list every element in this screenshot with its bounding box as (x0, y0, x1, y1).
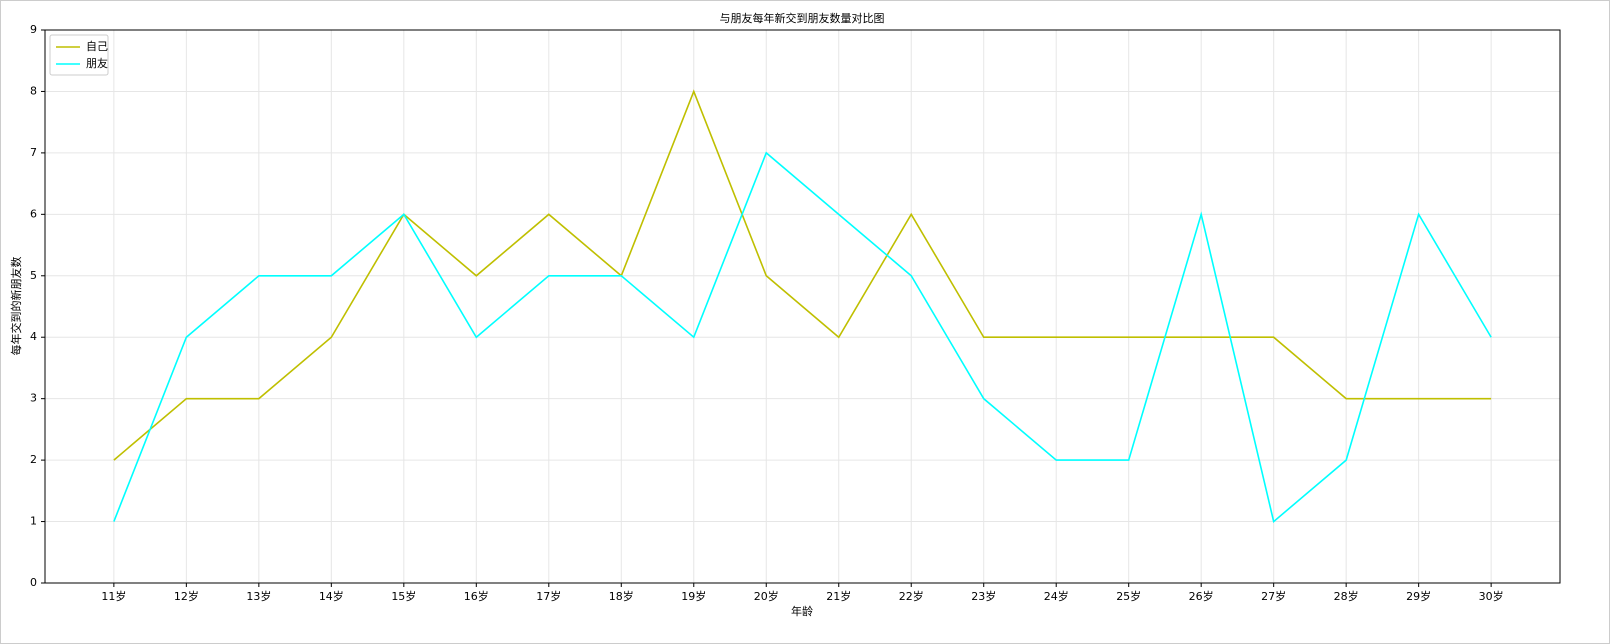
plot-frame (44, 29, 1561, 584)
x-tick-label: 12岁 (174, 589, 199, 603)
x-tick-label: 11岁 (101, 589, 126, 603)
x-tick-label: 13岁 (246, 589, 271, 603)
x-tick-label: 25岁 (1116, 589, 1141, 603)
x-tick-label: 26岁 (1189, 589, 1214, 603)
y-axis-label: 每年交到的新朋友数 (9, 257, 23, 356)
legend-box (49, 34, 109, 76)
y-tick-label: 6 (30, 207, 37, 220)
chart-title: 与朋友每年新交到朋友数量对比图 (720, 11, 885, 25)
y-tick-label: 2 (30, 453, 37, 466)
x-tick-label: 15岁 (391, 589, 416, 603)
legend-label: 朋友 (86, 56, 108, 70)
x-tick-label: 24岁 (1044, 589, 1069, 603)
y-tick-label: 5 (30, 269, 37, 282)
y-tick-label: 9 (30, 23, 37, 36)
y-tick-label: 0 (30, 576, 37, 589)
legend-label: 自己 (86, 40, 108, 53)
x-tick-label: 17岁 (536, 589, 561, 603)
y-tick-label: 1 (30, 515, 37, 528)
x-tick-label: 29岁 (1406, 589, 1431, 603)
x-tick-label: 22岁 (899, 589, 924, 603)
x-tick-label: 18岁 (609, 589, 634, 603)
line-series (113, 151, 1492, 524)
x-tick-label: 14岁 (319, 589, 344, 603)
x-tick-label: 19岁 (681, 589, 706, 603)
x-tick-label: 27岁 (1261, 589, 1286, 603)
y-tick-label: 4 (30, 330, 37, 343)
y-tick-label: 8 (30, 84, 37, 97)
y-tick-label: 3 (30, 392, 37, 405)
line-series (113, 89, 1492, 461)
x-tick-label: 16岁 (464, 589, 489, 603)
x-tick-label: 30岁 (1479, 589, 1504, 603)
y-tick-label: 7 (30, 146, 37, 159)
x-tick-label: 28岁 (1334, 589, 1359, 603)
x-tick-label: 20岁 (754, 589, 779, 603)
x-tick-label: 23岁 (971, 589, 996, 603)
x-axis-label: 年龄 (791, 604, 813, 618)
x-tick-label: 21岁 (826, 589, 851, 603)
